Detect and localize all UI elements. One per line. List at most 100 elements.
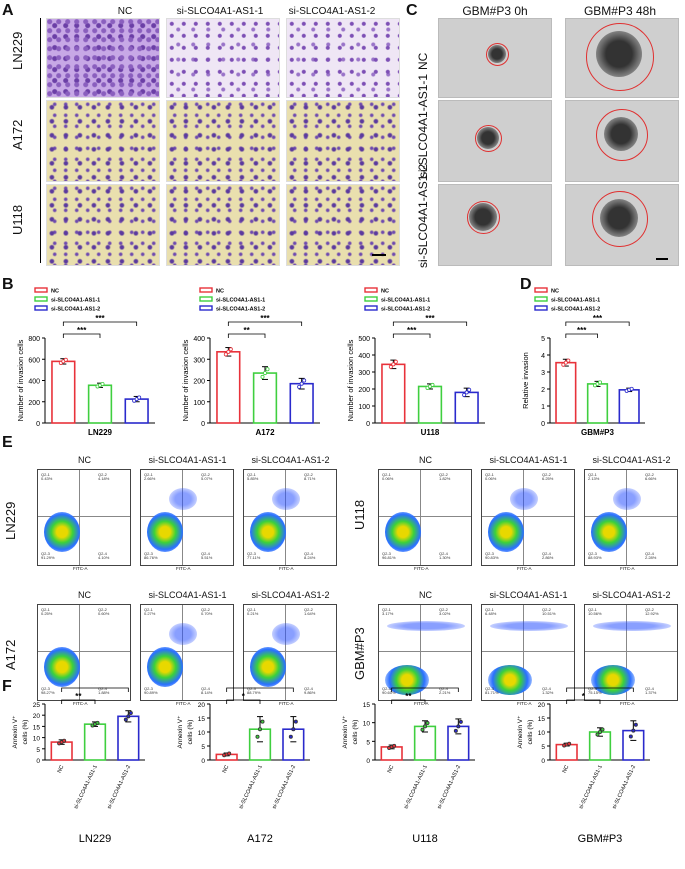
dense-population xyxy=(385,512,421,552)
legend-label-si2: si-SLCO4A1-AS1-2 xyxy=(51,307,100,313)
flow-plot: Q2-1 0.06% Q2-2 6.25% Q2-3 90.83% Q2-4 2.86… xyxy=(481,469,575,566)
x-tick-label: si-SLCO4A1-AS1-2 xyxy=(107,764,133,810)
quadrant-stat: Q2-2 1.64% xyxy=(304,607,316,616)
chart-title: A172 xyxy=(247,833,273,845)
quadrant-stat: Q2-2 6.66% xyxy=(645,472,657,481)
panel-b-letter: B xyxy=(2,276,14,293)
y-axis-label: Annexin V⁺ cells (%) xyxy=(12,715,29,749)
data-point xyxy=(388,364,393,369)
facs-title: si-SLCO4A1-AS1-2 xyxy=(251,590,330,600)
bar-si-SLCO4A1-AS1-1 xyxy=(83,723,107,761)
flow-plot: Q2-1 2.13% Q2-2 6.66% Q2-3 88.93% Q2-4 2.28… xyxy=(584,469,678,566)
legend-label-si1: si-SLCO4A1-AS1-1 xyxy=(551,298,600,304)
secondary-population xyxy=(169,488,197,510)
data-point xyxy=(430,382,435,387)
significance-label: *** xyxy=(77,326,87,335)
significance-label: *** xyxy=(95,314,105,323)
y-tick-label: 20 xyxy=(538,702,546,709)
panel-c-row-si1: si-SLCO4A1-AS1-1 xyxy=(416,73,430,178)
secondary-population xyxy=(272,623,300,645)
y-axis-label: Number of invasion cells xyxy=(181,339,190,421)
bar-si-SLCO4A1-AS1-1 xyxy=(87,384,113,424)
bar-si-SLCO4A1-AS1-1 xyxy=(586,383,609,424)
significance-bracket xyxy=(62,321,138,326)
gate-line-horizontal xyxy=(244,515,336,517)
data-point xyxy=(633,722,638,727)
y-tick-label: 100 xyxy=(358,404,370,411)
bar-si-SLCO4A1-AS1-1 xyxy=(413,725,437,761)
secondary-population xyxy=(272,488,300,510)
flow-plot: Q2-1 5.85% Q2-2 8.71% Q2-3 77.11% Q2-4 8.24… xyxy=(243,469,337,566)
y-tick-label: 0 xyxy=(366,421,370,428)
data-point xyxy=(391,362,396,367)
quadrant-stat: Q2-1 0.06% xyxy=(382,472,394,481)
gate-line-horizontal xyxy=(38,650,130,652)
data-point xyxy=(598,730,603,735)
significance-label: * xyxy=(242,692,246,701)
significance-bracket xyxy=(226,699,261,704)
quadrant-stat: Q2-1 0.43% xyxy=(41,472,53,481)
dense-population xyxy=(44,647,80,687)
data-point xyxy=(422,724,427,729)
data-point xyxy=(265,367,270,372)
micrograph-ln229-si2 xyxy=(286,18,400,98)
data-point xyxy=(598,380,603,385)
y-axis-label: Number of invasion cells xyxy=(16,339,25,421)
data-point xyxy=(456,724,461,729)
gate-line-vertical xyxy=(420,470,422,565)
legend-swatch-si1 xyxy=(364,296,378,302)
x-axis-label: FITC-A xyxy=(517,566,532,571)
invasion-charts-row: NCsi-SLCO4A1-AS1-1si-SLCO4A1-AS1-2020040… xyxy=(16,287,645,437)
facs-title: si-SLCO4A1-AS1-1 xyxy=(489,455,568,465)
data-point xyxy=(299,381,304,386)
gate-line-horizontal xyxy=(38,515,130,517)
data-point xyxy=(566,358,571,363)
significance-bracket xyxy=(392,333,431,338)
data-point xyxy=(393,359,398,364)
legend-label-si1: si-SLCO4A1-AS1-1 xyxy=(51,298,100,304)
data-point xyxy=(126,714,131,719)
bar-NC xyxy=(51,360,76,424)
chart-legend: NC si-SLCO4A1-AS1-1 si-SLCO4A1-AS1-2 xyxy=(534,287,600,313)
significance-label: ** xyxy=(244,326,251,335)
y-tick-label: 0 xyxy=(201,758,205,765)
spheroid-outline xyxy=(486,43,509,66)
cell-line-label: LN229 xyxy=(3,501,18,540)
significance-bracket xyxy=(62,333,101,338)
quadrant-stat: Q2-1 2.66% xyxy=(144,472,156,481)
legend-label-nc: NC xyxy=(551,289,559,295)
micrograph-ln229-nc xyxy=(46,18,160,98)
data-point xyxy=(458,719,463,724)
bar-chart-F-LN229: 0 5 10 15 20 25 Annexin V⁺ cells (%) NC si-SLCO4A… xyxy=(12,684,145,845)
data-point xyxy=(420,727,425,732)
dense-population xyxy=(591,512,627,552)
gate-line-horizontal xyxy=(482,515,574,517)
sphere-image-si1-48h xyxy=(565,100,679,182)
quadrant-stat: Q2-2 0.60% xyxy=(98,607,110,616)
y-tick-label: 0 xyxy=(366,758,370,765)
y-tick-label: 0 xyxy=(541,758,545,765)
y-axis-label: Number of invasion cells xyxy=(346,339,355,421)
quadrant-stat: Q2-4 2.86% xyxy=(542,551,554,560)
significance-bracket xyxy=(566,699,601,704)
quadrant-stat: Q2-2 3.02% xyxy=(439,607,451,616)
gate-line-horizontal xyxy=(244,650,336,652)
y-axis-label: Relative invasion xyxy=(521,352,530,409)
y-tick-label: 200 xyxy=(358,387,370,394)
y-tick-label: 600 xyxy=(28,357,40,364)
gate-line-vertical xyxy=(523,470,525,565)
facs-title: si-SLCO4A1-AS1-1 xyxy=(489,590,568,600)
cell-line-label: A172 xyxy=(3,639,18,670)
gate-line-horizontal xyxy=(141,650,233,652)
legend-label-nc: NC xyxy=(51,289,59,295)
quadrant-stat: Q2-1 0.27% xyxy=(144,607,156,616)
dense-population xyxy=(250,512,286,552)
data-point xyxy=(631,728,636,733)
bar-si-SLCO4A1-AS1-2 xyxy=(117,715,140,761)
x-tick-label: si-SLCO4A1-AS1-1 xyxy=(238,764,264,810)
bar-si-SLCO4A1-AS1-2 xyxy=(618,389,640,424)
y-tick-label: 15 xyxy=(198,716,206,723)
secondary-population xyxy=(387,621,465,631)
legend-swatch-si1 xyxy=(34,296,48,302)
